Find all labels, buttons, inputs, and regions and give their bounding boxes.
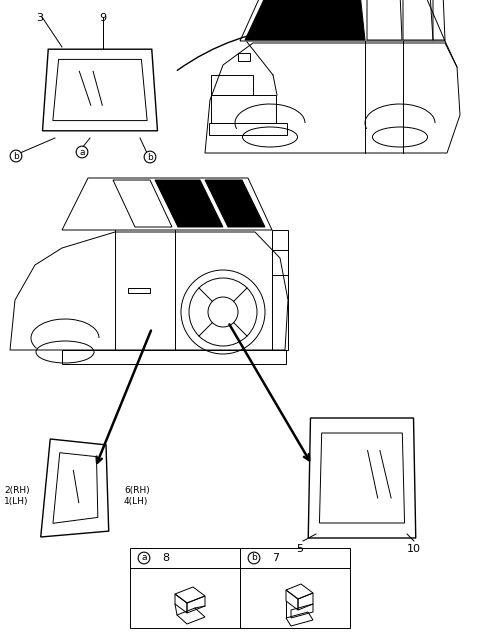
Polygon shape [205,180,265,227]
Text: b: b [251,553,257,562]
Text: 10: 10 [407,544,421,554]
Text: 5: 5 [297,544,303,554]
Text: 9: 9 [99,13,107,23]
Text: a: a [141,553,147,562]
Bar [272,230,288,350]
Text: 2(RH): 2(RH) [4,486,30,495]
Bar [209,123,287,135]
Text: 7: 7 [273,553,279,563]
Bar [211,75,253,95]
Polygon shape [155,180,223,227]
Text: b: b [147,153,153,162]
Text: 4(LH): 4(LH) [124,497,148,506]
Bar [62,350,286,364]
Bar [211,95,276,123]
Text: 3: 3 [36,13,44,23]
Bar [272,250,288,275]
Bar [130,548,350,628]
Bar [128,288,150,293]
Polygon shape [245,0,365,40]
Text: 8: 8 [162,553,169,563]
Text: b: b [13,151,19,160]
Text: 1(LH): 1(LH) [4,497,28,506]
Text: a: a [79,148,85,157]
Text: 6(RH): 6(RH) [124,486,150,495]
